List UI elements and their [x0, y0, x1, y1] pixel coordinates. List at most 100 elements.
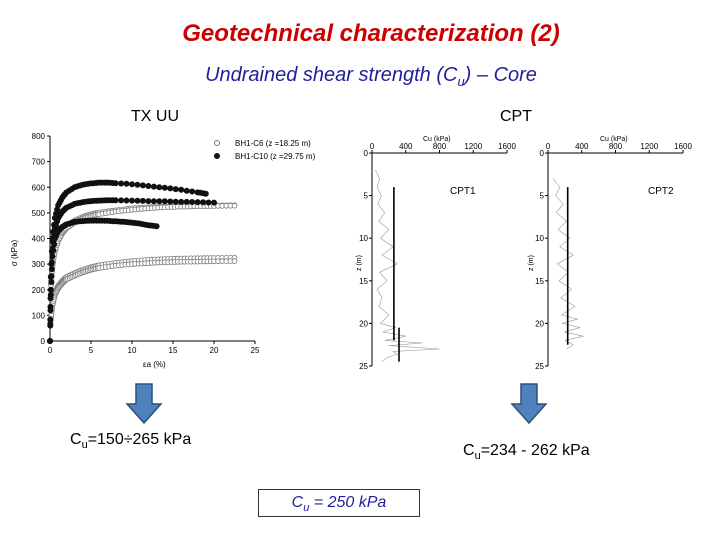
triaxial-point-series-5 [150, 198, 157, 205]
cpt1-y-label: z (m) [356, 255, 363, 271]
triaxial-point-series-5 [139, 197, 146, 204]
cpt-cu-symbol: C [463, 442, 475, 459]
triaxial-point-series-4 [202, 190, 209, 197]
triaxial-y-tick-label: 400 [32, 235, 46, 244]
cpt-down-arrow-icon [510, 383, 548, 425]
triaxial-y-tick-label: 600 [32, 183, 46, 192]
triaxial-point-series-5 [205, 199, 212, 206]
triaxial-x-tick-label: 5 [89, 346, 94, 355]
triaxial-point-series-4 [112, 180, 119, 187]
cpt1-x-tick-label: 400 [399, 142, 413, 151]
triaxial-x-tick-label: 0 [48, 346, 53, 355]
triaxial-point-series-5 [167, 198, 174, 205]
triaxial-y-tick-label: 800 [32, 132, 46, 141]
triaxial-point-series-4 [134, 181, 141, 188]
cpt2-series [552, 178, 584, 350]
triaxial-point-series-6 [51, 241, 58, 248]
cpt1-y-tick-label: 10 [359, 234, 368, 243]
cpt2-y-tick-label: 0 [540, 149, 545, 158]
triaxial-point-series-4 [161, 184, 168, 191]
triaxial-y-tick-label: 500 [32, 209, 46, 218]
triaxial-cu-symbol: C [70, 431, 82, 448]
triaxial-point-series-5 [48, 259, 55, 266]
cpt1-y-tick-label: 0 [364, 149, 369, 158]
cpt1-series [375, 169, 440, 362]
triaxial-point-series-6 [47, 307, 54, 314]
cpt1-x-label: Cu (kPa) [423, 136, 451, 143]
triaxial-cu-result: Cu=150÷265 kPa [70, 431, 191, 451]
triaxial-point-series-6 [49, 253, 56, 260]
cpt1-axes: 0 400 800 1200 1600 0 5 10 15 20 25 [359, 142, 516, 371]
cpt1-y-tick-label: 20 [359, 319, 368, 328]
triaxial-point-series-5 [134, 197, 141, 204]
summary-cu-text: = 250 kPa [309, 494, 387, 511]
cpt2-y-tick-label: 25 [535, 362, 544, 371]
triaxial-point-series-6 [47, 337, 54, 344]
summary-cu-symbol: C [291, 494, 304, 511]
slide-subtitle: Undrained shear strength (Cu) – Core [0, 64, 720, 89]
section-label-cpt: CPT [500, 108, 532, 125]
triaxial-y-label: σ (kPa) [10, 240, 19, 267]
triaxial-point-series-5 [47, 286, 54, 293]
triaxial-y-tick-label: 0 [41, 337, 46, 346]
subtitle-pre: Undrained shear strength (C [205, 64, 458, 86]
triaxial-point-series-5 [189, 199, 196, 206]
cpt2-cu-profile [552, 178, 584, 350]
triaxial-point-series-4 [172, 186, 179, 193]
cpt1-cu-profile [375, 169, 440, 362]
triaxial-point-series-3 [231, 258, 238, 264]
cpt2-chart: 0 400 800 1200 1600 0 5 10 15 20 25 Cu (kPa) z (m)… [528, 136, 692, 371]
triaxial-legend-marker [214, 140, 220, 146]
triaxial-y-tick-label: 700 [32, 158, 46, 167]
triaxial-axes: 0 100 200 300 400 500 600 700 800 0 5 10 15 20 25 [32, 132, 260, 355]
slide-title: Geotechnical characterization (2) [182, 20, 560, 47]
cpt2-title: CPT2 [648, 186, 674, 197]
triaxial-point-series-5 [145, 198, 152, 205]
triaxial-point-series-4 [129, 181, 136, 188]
subtitle-post: ) – Core [464, 64, 537, 86]
cpt1-y-tick-label: 25 [359, 362, 368, 371]
triaxial-point-series-5 [210, 199, 217, 206]
triaxial-point-series-5 [48, 273, 55, 280]
cpt1-x-tick-label: 800 [433, 142, 447, 151]
triaxial-point-series-4 [150, 183, 157, 190]
triaxial-point-series-1 [231, 202, 238, 209]
triaxial-y-tick-label: 300 [32, 260, 46, 269]
triaxial-legend-label: BH1-C6 (z =18.25 m) [235, 139, 311, 148]
triaxial-x-tick-label: 10 [128, 346, 137, 355]
cpt1-y-tick-label: 15 [359, 277, 368, 286]
triaxial-x-tick-label: 15 [169, 346, 178, 355]
triaxial-point-series-6 [48, 266, 55, 273]
cpt-cu-result: Cu=234 - 262 kPa [463, 442, 590, 462]
triaxial-point-series-5 [118, 197, 125, 204]
cpt1-x-tick-label: 1200 [464, 142, 482, 151]
triaxial-point-series-6 [48, 279, 55, 286]
section-label-txuu: TX UU [131, 108, 179, 125]
cpt1-y-tick-label: 5 [364, 192, 369, 201]
summary-cu-sub: u [303, 502, 310, 515]
triaxial-point-series-6 [50, 247, 57, 254]
triaxial-point-series-4 [123, 180, 130, 187]
cpt1-title: CPT1 [450, 186, 476, 197]
cpt-cu-text: =234 - 262 kPa [480, 442, 590, 459]
triaxial-x-label: εa (%) [143, 360, 166, 369]
cpt1-x-tick-label: 0 [370, 142, 375, 151]
triaxial-point-series-5 [123, 197, 130, 204]
cpt1-chart: 0 400 800 1200 1600 0 5 10 15 20 25 Cu (kPa) z (m)… [356, 136, 516, 371]
triaxial-point-series-5 [112, 197, 119, 204]
triaxial-y-tick-label: 100 [32, 311, 46, 320]
cpt2-y-label: z (m) [528, 255, 535, 271]
triaxial-point-series-5 [200, 199, 207, 206]
cpt2-axes: 0 400 800 1200 1600 0 5 10 15 20 25 [535, 142, 692, 371]
triaxial-point-series-4 [139, 182, 146, 189]
triaxial-point-series-4 [156, 184, 163, 191]
triaxial-point-series-4 [189, 188, 196, 195]
subtitle-sub: u [457, 74, 465, 89]
cpt2-x-tick-label: 400 [575, 142, 589, 151]
triaxial-point-series-5 [172, 198, 179, 205]
cpt1-x-tick-label: 1600 [498, 142, 516, 151]
triaxial-down-arrow-icon [125, 383, 163, 425]
triaxial-point-series-4 [178, 186, 185, 193]
cpt2-x-label: Cu (kPa) [600, 136, 628, 143]
cpt2-x-tick-label: 1600 [674, 142, 692, 151]
